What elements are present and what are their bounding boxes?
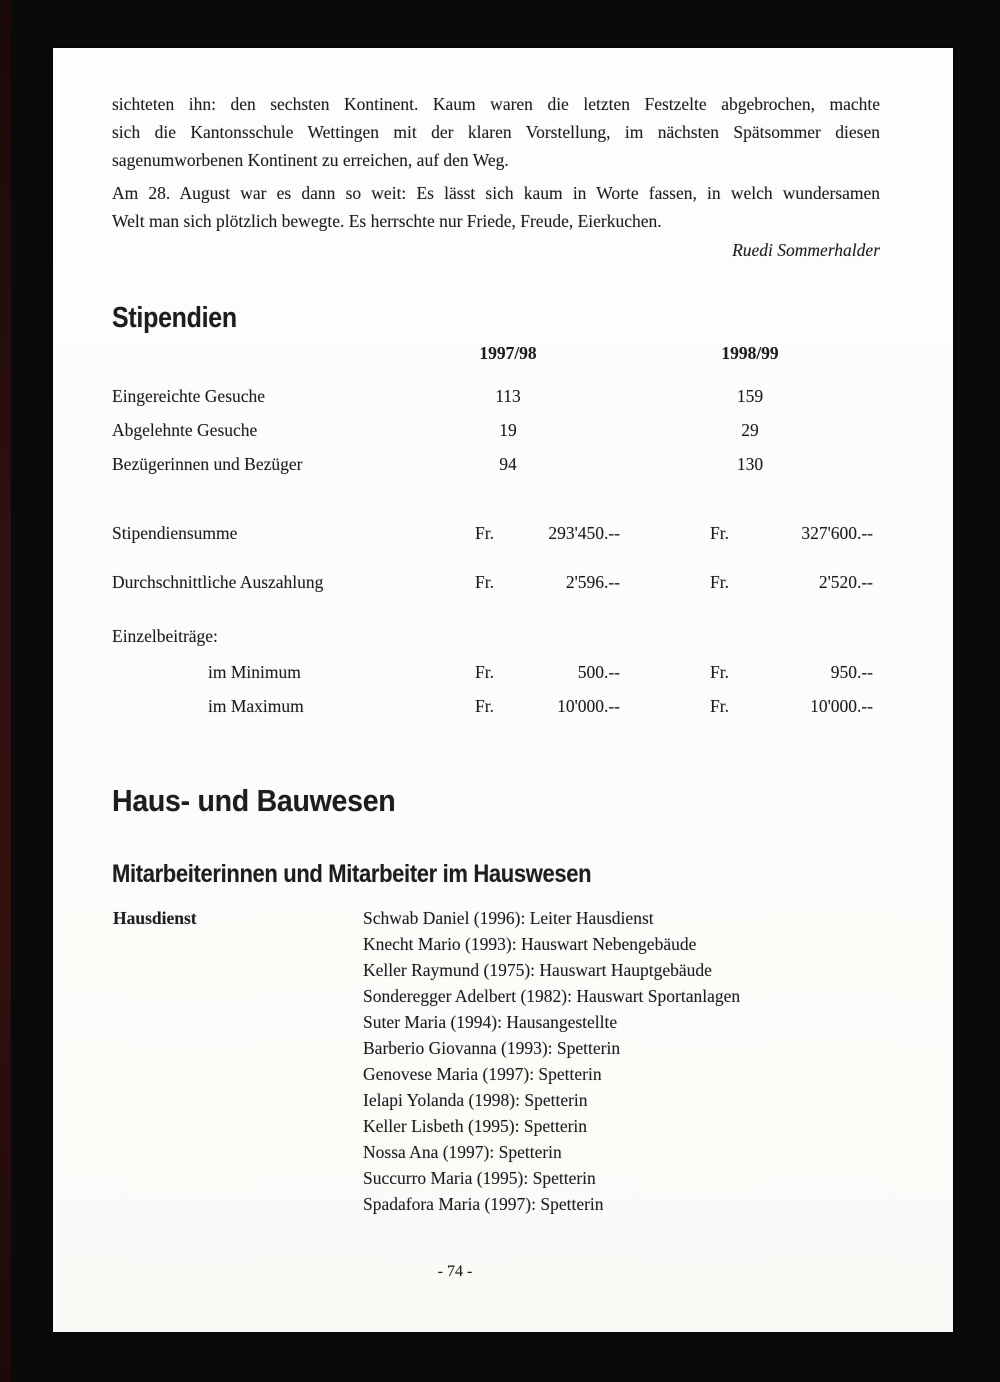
row-label: Abgelehnte Gesuche — [112, 420, 258, 440]
value-1998-99: 130 — [736, 454, 764, 474]
paragraph-1: sichteten ihn: den sechsten Kontinent. K… — [112, 90, 880, 174]
staff-entry: Ielapi Yolanda (1998): Spetterin — [363, 1090, 588, 1110]
subsection-title-mitarbeiter: Mitarbeiterinnen und Mitarbeiter im Haus… — [112, 860, 592, 888]
staff-entry: Sonderegger Adelbert (1982): Hauswart Sp… — [363, 986, 741, 1006]
amount-1998-99: 2'520.-- — [818, 572, 873, 592]
amount-1997-98: 293'450.-- — [548, 523, 620, 543]
paragraph-line: sagenumworbenen Kontinent zu erreichen, … — [112, 150, 509, 170]
table-row: Einzelbeiträge: — [112, 622, 880, 650]
staff-entry: Barberio Giovanna (1993): Spetterin — [363, 1038, 621, 1058]
paragraph-2: Am 28. August war es dann so weit: Es lä… — [112, 179, 880, 235]
table-row: Abgelehnte Gesuche 19 29 — [112, 416, 880, 444]
table-row: Durchschnittliche Auszahlung Fr. 2'596.-… — [112, 568, 880, 596]
value-1998-99: 159 — [736, 386, 764, 406]
staff-list: Schwab Daniel (1996): Leiter Hausdienst … — [363, 905, 883, 1217]
staff-entry: Keller Raymund (1975): Hauswart Hauptgeb… — [363, 960, 712, 980]
column-header-1997-98: 1997/98 — [479, 343, 537, 363]
table-row: Bezügerinnen und Bezüger 94 130 — [112, 450, 880, 478]
staff-entry: Genovese Maria (1997): Spetterin — [363, 1064, 602, 1084]
paragraph-line: sich die Kantonsschule Wettingen mit der… — [112, 122, 880, 142]
value-1997-98: 113 — [495, 386, 521, 406]
table-row: Stipendiensumme Fr. 293'450.-- Fr. 327'6… — [112, 519, 880, 547]
currency-label: Fr. — [475, 662, 494, 682]
amount-1997-98: 10'000.-- — [557, 696, 620, 716]
value-1997-98: 19 — [499, 420, 517, 440]
row-label: im Minimum — [208, 662, 301, 682]
table-row: im Minimum Fr. 500.-- Fr. 950.-- — [112, 658, 880, 686]
row-label-einzelbeitraege: Einzelbeiträge: — [112, 626, 218, 646]
currency-label: Fr. — [710, 662, 729, 682]
staff-entry: Schwab Daniel (1996): Leiter Hausdienst — [363, 908, 654, 928]
row-label: Bezügerinnen und Bezüger — [112, 454, 303, 474]
page-number: - 74 - — [437, 1263, 473, 1280]
staff-entry: Nossa Ana (1997): Spetterin — [363, 1142, 562, 1162]
amount-1997-98: 500.-- — [577, 662, 620, 682]
staff-entry: Succurro Maria (1995): Spetterin — [363, 1168, 596, 1188]
amount-1998-99: 10'000.-- — [810, 696, 873, 716]
currency-label: Fr. — [475, 523, 494, 543]
scan-edge-stripe — [0, 0, 11, 1382]
row-label: Durchschnittliche Auszahlung — [112, 572, 324, 592]
amount-1998-99: 950.-- — [830, 662, 873, 682]
hausdienst-label: Hausdienst — [113, 908, 197, 928]
document-page: sichteten ihn: den sechsten Kontinent. K… — [53, 48, 953, 1332]
amount-1998-99: 327'600.-- — [801, 523, 873, 543]
currency-label: Fr. — [710, 523, 729, 543]
table-row: Eingereichte Gesuche 113 159 — [112, 382, 880, 410]
paragraph-line: Welt man sich plötzlich bewegte. Es herr… — [112, 211, 662, 231]
row-label: im Maximum — [208, 696, 304, 716]
paragraph-line: Am 28. August war es dann so weit: Es lä… — [112, 183, 880, 203]
column-header-1998-99: 1998/99 — [721, 343, 779, 363]
value-1998-99: 29 — [741, 420, 759, 440]
staff-entry: Knecht Mario (1993): Hauswart Nebengebäu… — [363, 934, 697, 954]
table-row: im Maximum Fr. 10'000.-- Fr. 10'000.-- — [112, 692, 880, 720]
currency-label: Fr. — [475, 572, 494, 592]
currency-label: Fr. — [475, 696, 494, 716]
staff-entry: Keller Lisbeth (1995): Spetterin — [363, 1116, 588, 1136]
paragraph-line: sichteten ihn: den sechsten Kontinent. K… — [112, 94, 880, 114]
currency-label: Fr. — [710, 572, 729, 592]
currency-label: Fr. — [710, 696, 729, 716]
amount-1997-98: 2'596.-- — [565, 572, 620, 592]
table-header-row: 1997/98 1998/99 — [112, 339, 880, 367]
section-title-stipendien: Stipendien — [112, 302, 237, 334]
section-title-haus-und-bauwesen: Haus- und Bauwesen — [112, 783, 396, 818]
row-label: Stipendiensumme — [112, 523, 238, 543]
row-label: Eingereichte Gesuche — [112, 386, 266, 406]
author-signature: Ruedi Sommerhalder — [732, 240, 880, 260]
value-1997-98: 94 — [499, 454, 517, 474]
staff-entry: Spadafora Maria (1997): Spetterin — [363, 1194, 604, 1214]
staff-entry: Suter Maria (1994): Hausangestellte — [363, 1012, 618, 1032]
